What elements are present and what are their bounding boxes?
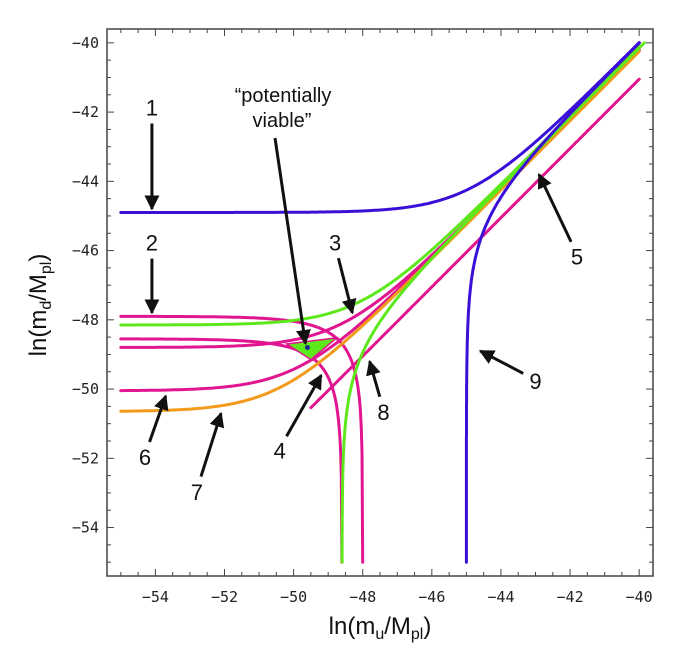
curve-label-4: 4 [274,438,286,463]
curve-label-7: 7 [191,480,203,505]
x-tick-label: −40 [626,588,653,606]
y-tick-label: −54 [72,519,99,537]
x-tick-label: −44 [487,588,514,606]
y-tick-label: −48 [72,311,99,329]
curve-2-line [119,314,365,564]
y-tick-label: −50 [72,380,99,398]
annotations-layer: 1 2 3 4 5 6 7 8 9 [139,96,583,505]
curve-7-line [119,50,641,413]
curve-3-line [119,44,641,327]
y-tick-label: −40 [72,34,99,52]
curve-4b-line [119,48,641,349]
curve-8-line [340,41,646,564]
x-tick-label: −48 [349,588,376,606]
arrow-9 [478,349,524,375]
curve-label-9: 9 [529,369,541,394]
curve-1-line [119,41,641,214]
y-tick-label: −42 [72,103,99,121]
x-tick-label: −42 [557,588,584,606]
viable-label-line1: “potentially [235,85,332,107]
arrow-6 [148,394,169,443]
curve-label-1: 1 [146,96,158,121]
y-tick-label: −44 [72,172,99,190]
curve-label-5: 5 [571,244,583,269]
curve-label-3: 3 [329,231,341,256]
curves-layer [119,41,646,564]
curve-5-line [309,77,641,410]
y-tick-label: −52 [72,449,99,467]
arrow-4 [285,373,323,438]
arrow-potentially-viable [273,137,311,345]
viable-label-line2: viable” [253,110,312,132]
arrow-5 [537,173,573,243]
x-tick-label: −54 [142,588,169,606]
x-axis-label: ln(mu/Mpl) [329,613,432,643]
arrow-7 [199,411,225,477]
curve-9-line [464,41,641,564]
arrow-8 [366,359,382,398]
ticks-layer: −54 −52 −50 −48 −46 −44 −42 −40 −40 −42 −44 −46 −48 −… [72,29,653,606]
x-tick-label: −52 [211,588,238,606]
curve-label-8: 8 [377,400,389,425]
y-tick-label: −46 [72,242,99,260]
curve-4-line [119,337,344,564]
curve-label-2: 2 [146,231,158,256]
curve-label-6: 6 [139,445,151,470]
arrow-3 [336,257,357,315]
y-axis-label: ln(md/Mpl) [25,254,55,357]
x-tick-label: −50 [280,588,307,606]
x-tick-label: −46 [418,588,445,606]
viable-point [304,345,310,351]
